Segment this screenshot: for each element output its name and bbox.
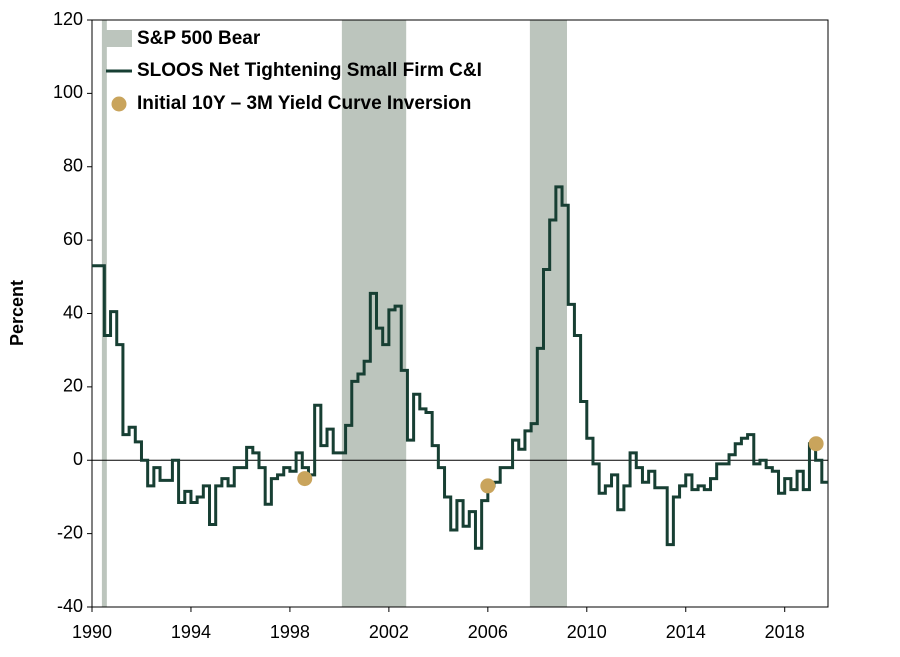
x-tick-label: 2010 bbox=[567, 622, 607, 642]
x-tick-label: 2014 bbox=[666, 622, 706, 642]
bear-period bbox=[529, 20, 567, 607]
x-tick-label: 1994 bbox=[171, 622, 211, 642]
x-tick-label: 2018 bbox=[765, 622, 805, 642]
y-tick-label: 20 bbox=[63, 376, 83, 396]
x-tick-label: 1998 bbox=[270, 622, 310, 642]
y-tick-label: -20 bbox=[57, 522, 83, 542]
y-tick-label: 0 bbox=[73, 449, 83, 469]
x-tick-label: 2002 bbox=[369, 622, 409, 642]
y-tick-label: 120 bbox=[53, 9, 83, 29]
inversion-dot bbox=[808, 436, 824, 452]
y-tick-label: -40 bbox=[57, 596, 83, 616]
x-tick-label: 1990 bbox=[72, 622, 112, 642]
inversion-dot bbox=[297, 471, 313, 487]
y-tick-label: 60 bbox=[63, 229, 83, 249]
y-axis-label: Percent bbox=[7, 280, 27, 346]
y-tick-label: 100 bbox=[53, 82, 83, 102]
inversion-dot bbox=[480, 478, 496, 494]
sloos-line bbox=[92, 185, 828, 550]
x-tick-label: 2006 bbox=[468, 622, 508, 642]
y-tick-label: 40 bbox=[63, 302, 83, 322]
y-tick-label: 80 bbox=[63, 156, 83, 176]
legend-label: S&P 500 Bear bbox=[137, 28, 261, 49]
legend-swatch-dot bbox=[111, 96, 127, 112]
legend-swatch-shade bbox=[106, 30, 132, 47]
bear-period bbox=[341, 20, 407, 607]
legend-label: SLOOS Net Tightening Small Firm C&I bbox=[137, 60, 482, 81]
legend-label: Initial 10Y – 3M Yield Curve Inversion bbox=[137, 93, 471, 114]
